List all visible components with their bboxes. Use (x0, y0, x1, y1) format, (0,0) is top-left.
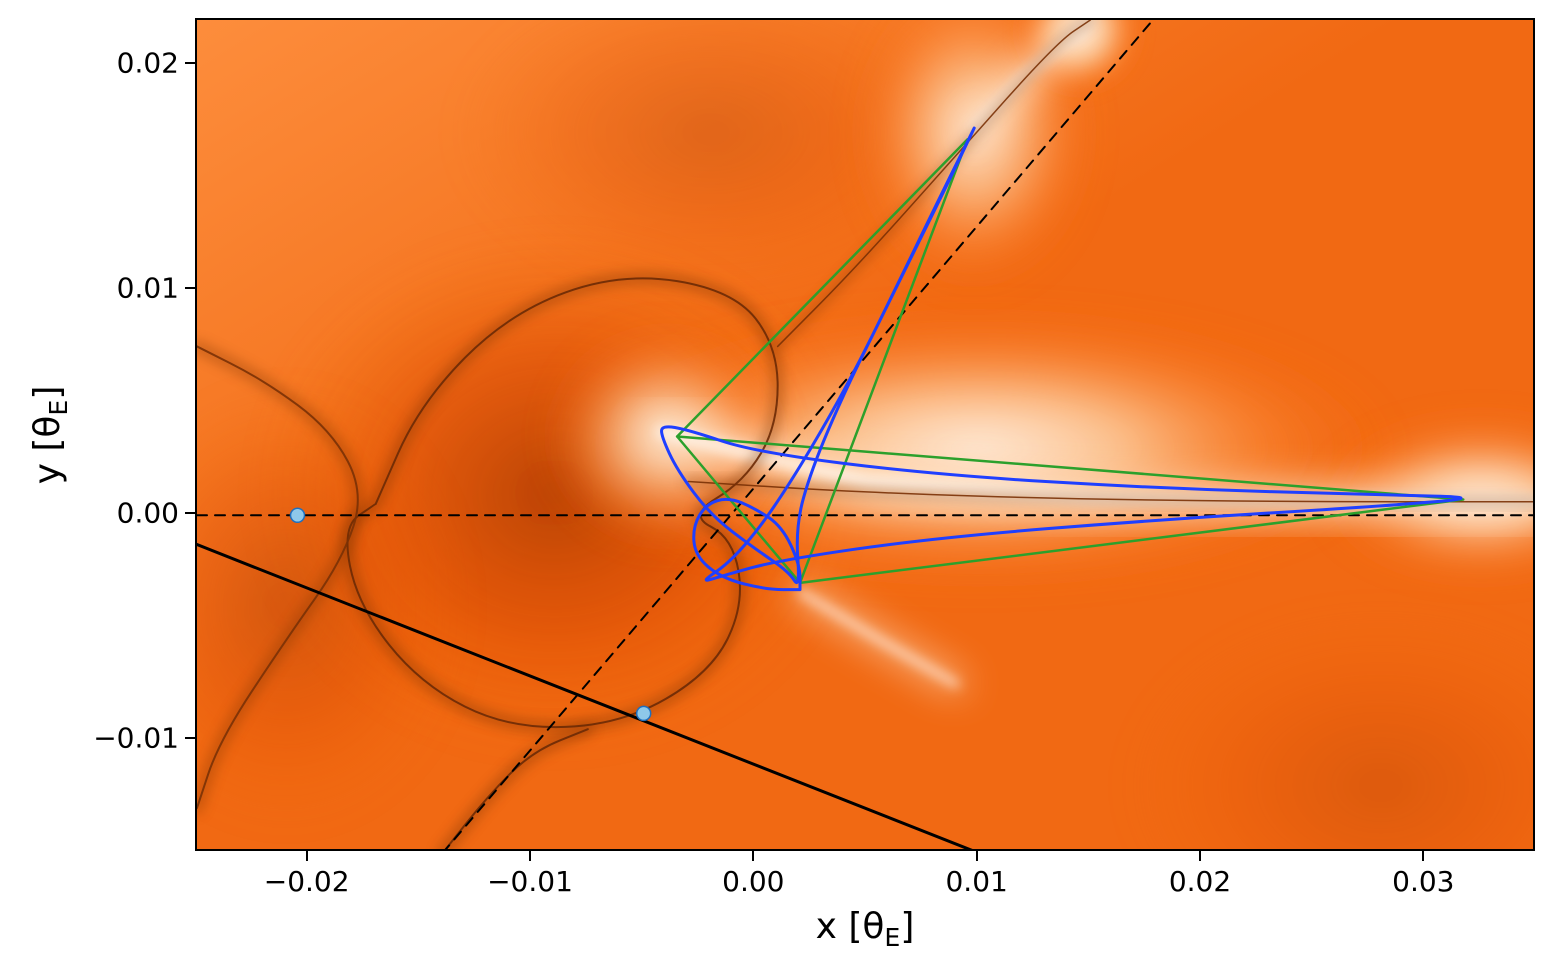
y-axis-label: y [θE] (27, 385, 73, 484)
x-tick-label: 0.03 (1392, 865, 1454, 898)
x-tick (1199, 851, 1201, 861)
plot-area (195, 18, 1535, 851)
x-tick-label: 0.00 (722, 865, 784, 898)
x-axis-label: x [θE] (816, 906, 915, 952)
y-tick (185, 62, 195, 64)
y-tick-label: 0.01 (117, 272, 179, 305)
x-tick-label: −0.01 (487, 865, 573, 898)
x-tick-label: −0.02 (264, 865, 350, 898)
y-tick-label: 0.02 (117, 47, 179, 80)
x-tick-label: 0.01 (945, 865, 1007, 898)
x-tick (529, 851, 531, 861)
y-tick (185, 512, 195, 514)
marker-point (637, 706, 651, 720)
x-tick (306, 851, 308, 861)
x-tick (976, 851, 978, 861)
y-tick (185, 737, 195, 739)
x-tick-label: 0.02 (1169, 865, 1231, 898)
marker-point (291, 508, 305, 522)
x-tick (752, 851, 754, 861)
x-tick (1422, 851, 1424, 861)
y-tick-label: 0.00 (117, 497, 179, 530)
plot-svg (197, 20, 1535, 851)
y-tick-label: −0.01 (93, 722, 179, 755)
y-tick (185, 287, 195, 289)
figure: y [θE] x [θE] −0.02 −0.01 0.00 0.01 0.02 0.03… (0, 0, 1562, 962)
